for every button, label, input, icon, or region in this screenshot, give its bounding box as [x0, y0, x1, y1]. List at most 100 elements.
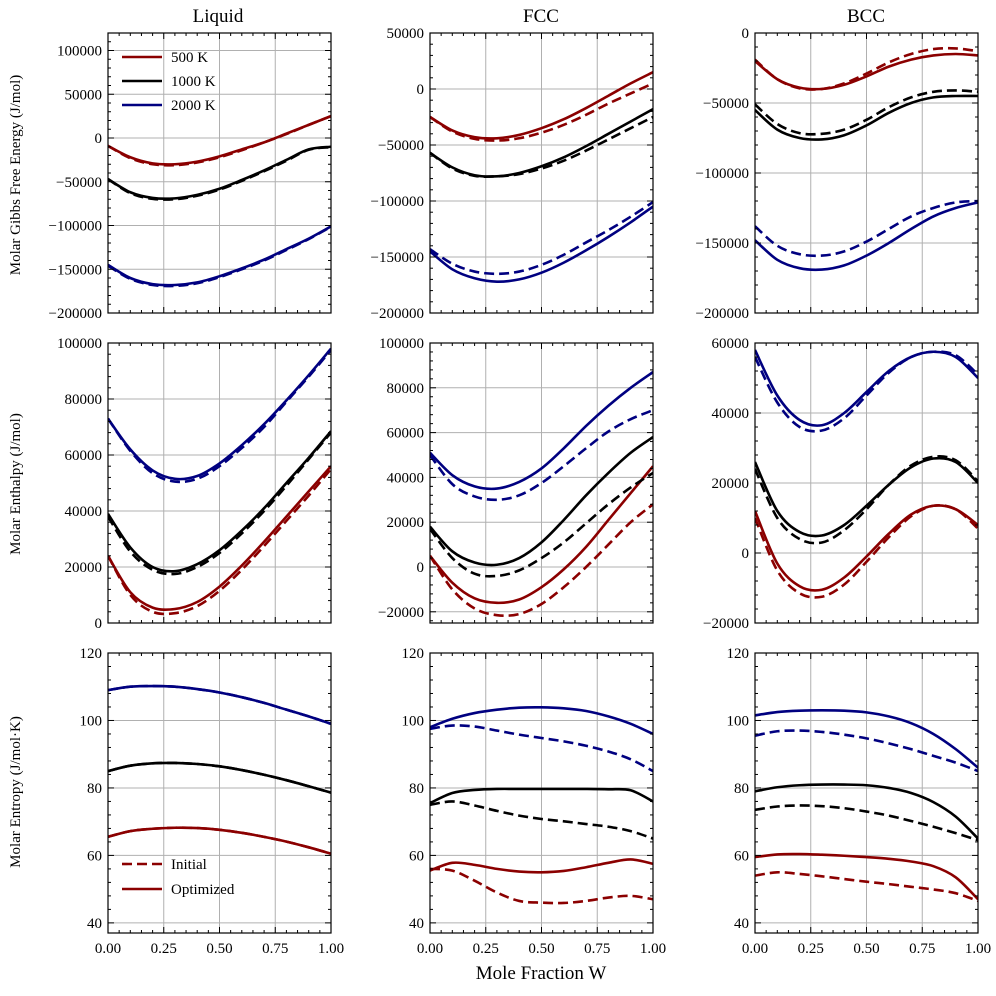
series-line-2000k-initial [430, 724, 653, 773]
series-group [108, 347, 331, 616]
series-line-500k-initial [755, 503, 978, 599]
series-line-500k-optimized [430, 858, 653, 874]
y-tick-label: −200000 [371, 306, 424, 322]
y-tick-label: −50000 [56, 175, 102, 191]
y-tick-label: 60 [734, 848, 749, 864]
series-line-1000k-optimized [755, 783, 978, 840]
x-tick-label: 1.00 [318, 941, 344, 957]
y-tick-label: 50000 [387, 26, 425, 42]
y-tick-label: −150000 [696, 236, 749, 252]
panel-bcc-s: 40 60 80 100 120 0.00 0.25 0.50 0.75 1.00 [727, 646, 992, 957]
series-line-500k-initial [430, 867, 653, 905]
y-tick-label: −20000 [378, 605, 424, 621]
y-tick-label: 40 [734, 916, 749, 932]
series-line-1000k-initial [108, 761, 331, 794]
series-line-2000k-optimized [755, 709, 978, 769]
x-tick-label: 0.50 [528, 941, 554, 957]
plot-frame [429, 32, 654, 314]
series-line-2000k-initial [755, 350, 978, 433]
panel-bcc-h: −20000 0 20000 40000 60000 [703, 336, 979, 632]
y-tick-label: 60000 [712, 336, 750, 352]
series-line-2000k-initial [755, 729, 978, 773]
y-tick-label: 80 [87, 781, 102, 797]
y-tick-label: 40 [409, 916, 424, 932]
series-line-1000k-initial [430, 800, 653, 840]
y-tick-label: −100000 [371, 194, 424, 210]
y-tick-label: 80 [409, 781, 424, 797]
series-line-2000k-initial [108, 684, 331, 726]
y-tick-label: 120 [80, 646, 103, 662]
column-title-liquid: Liquid [193, 6, 244, 27]
legend: 500 K 1000 K 2000 K [122, 50, 216, 114]
y-tick-label: 60000 [65, 448, 103, 464]
series-line-500k-initial [108, 468, 331, 616]
y-tick-label: 50000 [65, 87, 103, 103]
y-tick-label: 40000 [65, 504, 103, 520]
x-tick-label: 0.25 [798, 941, 824, 957]
series-group [108, 114, 331, 288]
x-tick-label: 0.75 [262, 941, 288, 957]
y-tick-label: 60 [409, 848, 424, 864]
y-tick-label: 100 [80, 713, 103, 729]
y-tick-label: 120 [727, 646, 750, 662]
y-axis-label-entropy: Molar Entropy (J/mol·K) [8, 716, 24, 868]
x-tick-label: 0.50 [853, 941, 879, 957]
series-line-1000k-initial [108, 431, 331, 576]
series-group [755, 709, 978, 903]
y-tick-label: 40 [87, 916, 102, 932]
series-line-500k-optimized [755, 852, 978, 901]
x-tick-label: 1.00 [640, 941, 666, 957]
series-line-2000k-optimized [430, 705, 653, 736]
x-tick-label: 0.00 [95, 941, 121, 957]
plot-frame [107, 652, 332, 934]
series-line-1000k-optimized [430, 787, 653, 805]
legend-label: Initial [171, 857, 207, 873]
plot-frame [107, 32, 332, 314]
y-tick-label: 0 [742, 546, 750, 562]
legend: Initial Optimized [122, 857, 235, 898]
panel-bcc-g: −200000 −150000 −100000 −50000 0 [696, 26, 979, 322]
y-tick-label: −200000 [696, 306, 749, 322]
series-line-500k-initial [430, 503, 653, 618]
y-tick-label: 100 [727, 713, 750, 729]
series-line-500k-initial [755, 870, 978, 903]
x-tick-label: 0.50 [206, 941, 232, 957]
series-line-2000k-optimized [430, 205, 653, 283]
panel-fcc-s: 40 60 80 100 120 0.00 0.25 0.50 0.75 1.00 [402, 646, 667, 957]
y-tick-label: −100000 [49, 219, 102, 235]
series-line-2000k-initial [430, 408, 653, 502]
x-tick-label: 0.75 [909, 941, 935, 957]
series-line-1000k-optimized [755, 456, 978, 538]
series-line-1000k-initial [108, 145, 331, 201]
y-tick-label: −20000 [703, 616, 749, 632]
panel-fcc-h: −20000 0 20000 40000 60000 80000 100000 [378, 336, 654, 624]
series-line-1000k-initial [430, 115, 653, 178]
series-line-500k-optimized [430, 465, 653, 605]
series-group [430, 71, 653, 283]
y-tick-label: −100000 [696, 166, 749, 182]
y-tick-label: −150000 [49, 262, 102, 278]
plot-frame [754, 342, 979, 624]
y-tick-label: 120 [402, 646, 425, 662]
series-line-500k-initial [755, 46, 978, 91]
y-tick-label: −50000 [378, 138, 424, 154]
series-group [755, 349, 978, 599]
y-tick-label: 80000 [387, 381, 425, 397]
y-tick-label: −150000 [371, 250, 424, 266]
y-tick-label: 0 [417, 82, 425, 98]
series-group [108, 684, 331, 855]
series-line-1000k-optimized [430, 436, 653, 567]
plot-frame [107, 342, 332, 624]
series-line-2000k-optimized [755, 201, 978, 272]
y-tick-label: 100000 [57, 44, 102, 60]
legend-label: 2000 K [171, 98, 216, 114]
y-axis-label-enthalpy: Molar Enthalpy (J/mol) [8, 413, 24, 555]
x-tick-label: 0.00 [417, 941, 443, 957]
series-group [430, 371, 653, 618]
legend-label: Optimized [171, 882, 235, 898]
series-line-2000k-initial [108, 349, 331, 484]
y-tick-label: −200000 [49, 306, 102, 322]
y-tick-label: 0 [95, 131, 103, 147]
